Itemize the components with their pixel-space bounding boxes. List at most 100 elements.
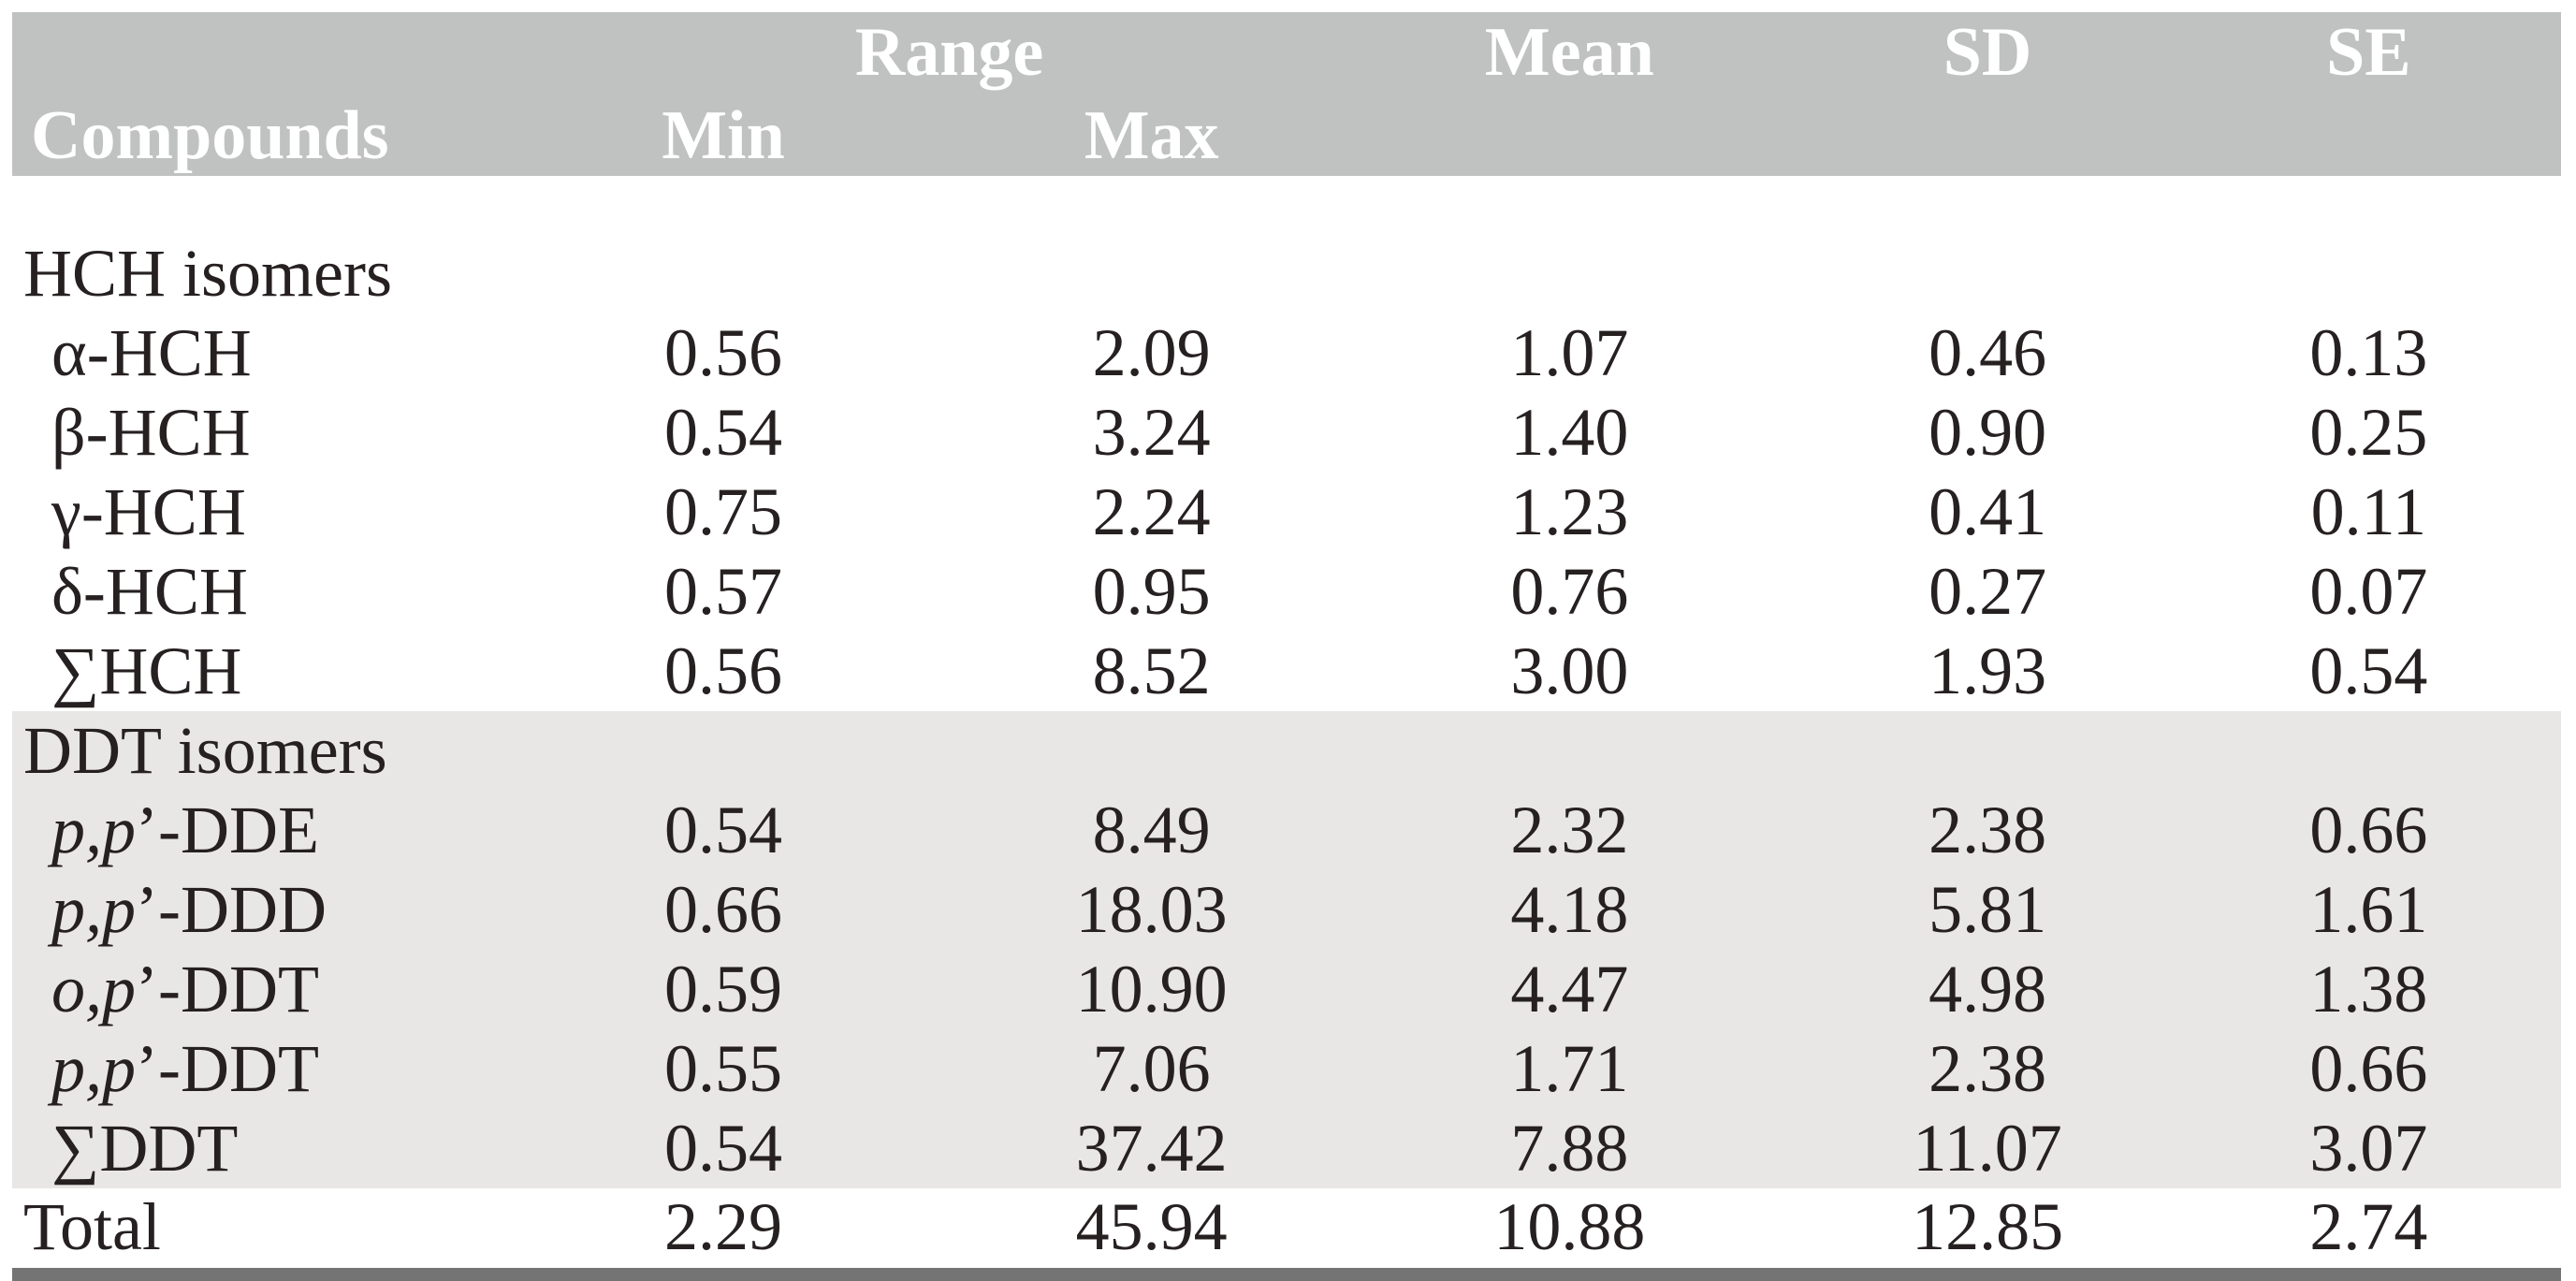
cell-max: 8.49 bbox=[963, 791, 1341, 870]
cell-max: 7.06 bbox=[963, 1029, 1341, 1109]
cell-se: 0.66 bbox=[2176, 1029, 2561, 1109]
compound-cell: ∑HCH bbox=[12, 632, 484, 711]
header-spacer-cell bbox=[1798, 95, 2176, 176]
cell-min: 0.54 bbox=[663, 395, 782, 470]
cell-se: 3.07 bbox=[2176, 1109, 2561, 1188]
table-body: HCH isomers α-HCH 0.56 2.09 1.07 0.46 0.… bbox=[12, 176, 2561, 1266]
compound-cell: δ-HCH bbox=[12, 552, 484, 632]
header-spacer-cell bbox=[2176, 95, 2561, 176]
spacer-row bbox=[12, 176, 2561, 234]
compound-cell: p,p’-DDD bbox=[12, 870, 484, 950]
table-row-ppdde: p,p’-DDE 0.54 8.49 2.32 2.38 0.66 bbox=[12, 791, 2561, 870]
cell-min: 0.66 bbox=[483, 870, 964, 950]
cell-se: 2.74 bbox=[2176, 1188, 2561, 1266]
header-row-2: Compounds Min Max bbox=[12, 95, 2561, 176]
cell-se: 0.66 bbox=[2176, 791, 2561, 870]
cell-sd: 11.07 bbox=[1798, 1109, 2176, 1188]
header-spacer-cell bbox=[12, 12, 484, 95]
cell-min: 0.54 bbox=[483, 791, 964, 870]
compound-name: ∑DDT bbox=[51, 1111, 239, 1186]
table-row-ppddt: p,p’-DDT 0.55 7.06 1.71 2.38 0.66 bbox=[12, 1029, 2561, 1109]
cell-se: 0.25 bbox=[2309, 395, 2428, 470]
table-row-beta-hch: β-HCH 0.54 3.24 1.40 0.90 0.25 bbox=[12, 393, 2561, 473]
cell-sd: 2.38 bbox=[1798, 791, 2176, 870]
compound-name-italic: o,p bbox=[51, 952, 136, 1026]
section-header-hch: HCH isomers bbox=[12, 234, 2561, 313]
cell-mean: 1.07 bbox=[1510, 315, 1629, 390]
table-row-sum-hch: ∑HCH 0.56 8.52 3.00 1.93 0.54 bbox=[12, 632, 2561, 711]
header-spacer-cell bbox=[1340, 95, 1799, 176]
compound-cell: γ-HCH bbox=[12, 473, 484, 552]
cell-sd: 12.85 bbox=[1798, 1188, 2176, 1266]
table-row-opddt: o,p’-DDT 0.59 10.90 4.47 4.98 1.38 bbox=[12, 950, 2561, 1029]
total-label: Total bbox=[12, 1188, 484, 1266]
compound-cell: ∑DDT bbox=[12, 1109, 484, 1188]
cell-max: 0.95 bbox=[1092, 554, 1211, 629]
compound-cell: β-HCH bbox=[12, 393, 484, 473]
cell-max: 10.90 bbox=[963, 950, 1341, 1029]
cell-se: 1.61 bbox=[2176, 870, 2561, 950]
compound-name: ’-DDD bbox=[136, 872, 327, 947]
cell-sd: 2.38 bbox=[1798, 1029, 2176, 1109]
cell-min: 0.59 bbox=[483, 950, 964, 1029]
cell-max: 18.03 bbox=[963, 870, 1341, 950]
cell-se: 1.38 bbox=[2176, 950, 2561, 1029]
cell-sd: 5.81 bbox=[1798, 870, 2176, 950]
header-row-1: Range Mean SD SE bbox=[12, 12, 2561, 95]
compound-cell: p,p’-DDE bbox=[12, 791, 484, 870]
compound-name: ’-DDT bbox=[136, 1031, 319, 1106]
cell-mean: 3.00 bbox=[1510, 633, 1629, 708]
cell-se: 0.13 bbox=[2309, 315, 2428, 390]
cell-max: 37.42 bbox=[963, 1109, 1341, 1188]
section-label-ddt: DDT isomers bbox=[12, 711, 2561, 791]
cell-max: 2.09 bbox=[1092, 315, 1211, 390]
cell-mean: 1.40 bbox=[1510, 395, 1629, 470]
cell-mean: 10.88 bbox=[1340, 1188, 1799, 1266]
compound-cell: p,p’-DDT bbox=[12, 1029, 484, 1109]
cell-min: 0.56 bbox=[663, 315, 782, 390]
table-header: Range Mean SD SE Compounds Min Max bbox=[12, 12, 2561, 176]
cell-se: 0.54 bbox=[2309, 633, 2428, 708]
cell-mean: 2.32 bbox=[1340, 791, 1799, 870]
cell-mean: 7.88 bbox=[1340, 1109, 1799, 1188]
table-row-gamma-hch: γ-HCH 0.75 2.24 1.23 0.41 0.11 bbox=[12, 473, 2561, 552]
cell-mean: 4.18 bbox=[1340, 870, 1799, 950]
compound-cell: α-HCH bbox=[12, 313, 484, 393]
compound-name: ’-DDE bbox=[136, 793, 319, 867]
section-header-ddt: DDT isomers bbox=[12, 711, 2561, 791]
cell-mean: 0.76 bbox=[1510, 554, 1629, 629]
table-row-ppddd: p,p’-DDD 0.66 18.03 4.18 5.81 1.61 bbox=[12, 870, 2561, 950]
table-row-sum-ddt: ∑DDT 0.54 37.42 7.88 11.07 3.07 bbox=[12, 1109, 2561, 1188]
cell-sd: 0.27 bbox=[1928, 554, 2047, 629]
header-compounds: Compounds bbox=[12, 95, 484, 176]
header-se: SE bbox=[2176, 12, 2561, 95]
cell-mean: 4.47 bbox=[1340, 950, 1799, 1029]
cell-sd: 1.93 bbox=[1928, 633, 2047, 708]
compound-name: δ-HCH bbox=[51, 554, 248, 629]
cell-min: 0.56 bbox=[663, 633, 782, 708]
cell-sd: 0.41 bbox=[1928, 474, 2047, 549]
cell-min: 2.29 bbox=[483, 1188, 964, 1266]
header-min: Min bbox=[483, 95, 964, 176]
compound-name: ∑HCH bbox=[51, 633, 242, 708]
cell-mean: 1.71 bbox=[1340, 1029, 1799, 1109]
cell-sd: 4.98 bbox=[1798, 950, 2176, 1029]
spacer-cell bbox=[12, 176, 2561, 234]
header-range: Range bbox=[483, 12, 1341, 95]
compound-name: α-HCH bbox=[51, 315, 252, 390]
compound-name: β-HCH bbox=[51, 395, 251, 470]
header-max: Max bbox=[963, 95, 1341, 176]
cell-max: 8.52 bbox=[1092, 633, 1211, 708]
compound-cell: o,p’-DDT bbox=[12, 950, 484, 1029]
compound-name-italic: p,p bbox=[51, 1031, 136, 1106]
compound-name-italic: p,p bbox=[51, 872, 136, 947]
cell-min: 0.57 bbox=[663, 554, 782, 629]
cell-sd: 0.46 bbox=[1928, 315, 2047, 390]
cell-min: 0.75 bbox=[663, 474, 782, 549]
table-row-total: Total 2.29 45.94 10.88 12.85 2.74 bbox=[12, 1188, 2561, 1266]
header-sd: SD bbox=[1798, 12, 2176, 95]
cell-se: 0.07 bbox=[2309, 554, 2428, 629]
bottom-rule bbox=[12, 1268, 2561, 1281]
compound-name: ’-DDT bbox=[136, 952, 319, 1026]
